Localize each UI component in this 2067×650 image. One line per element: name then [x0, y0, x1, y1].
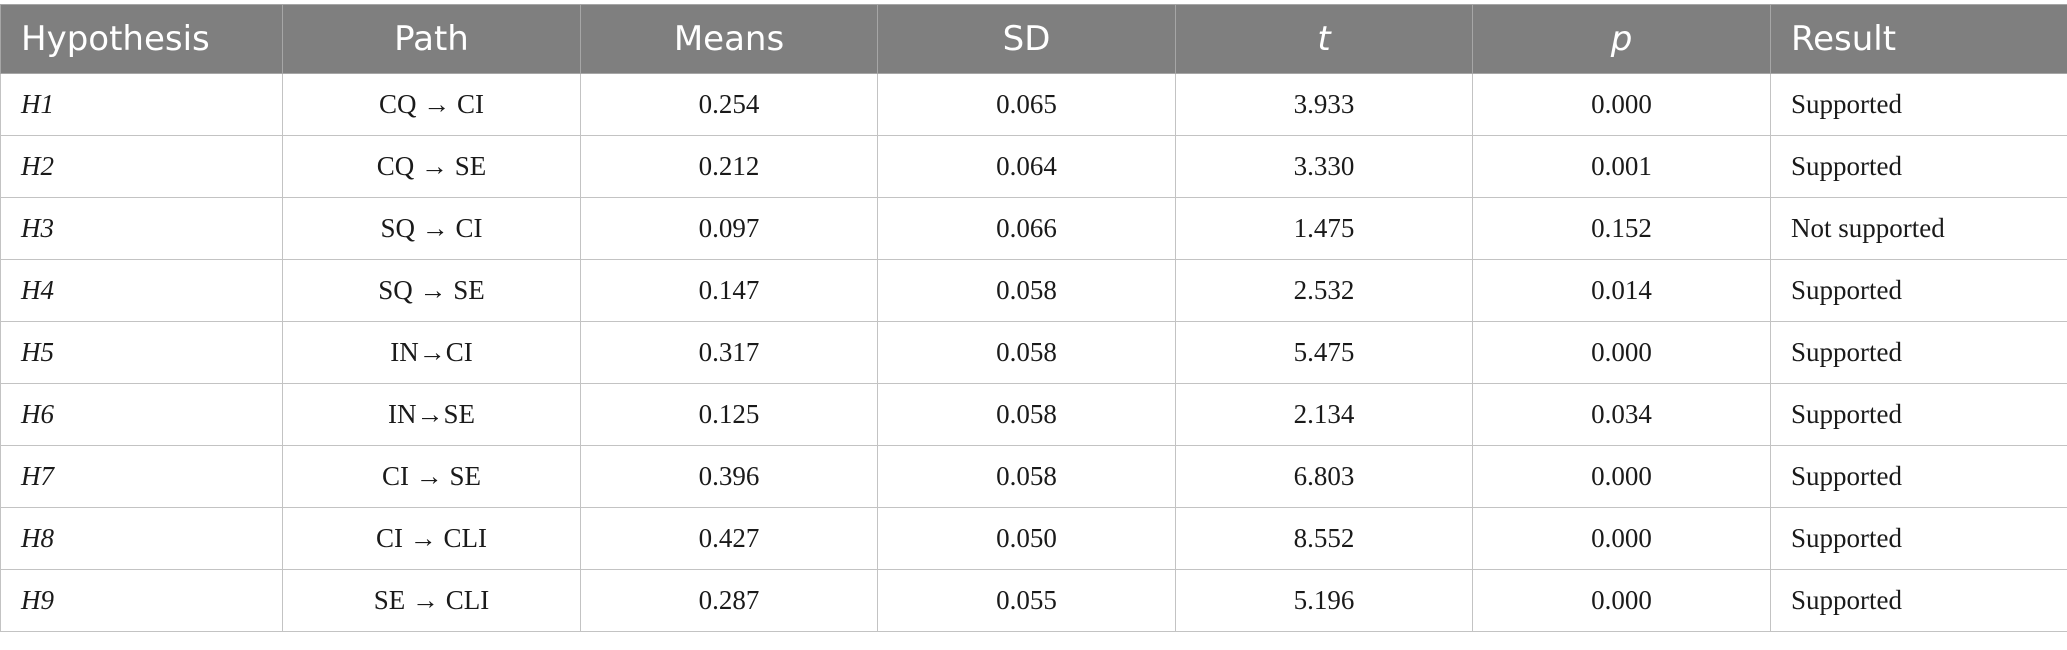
p-cell: 0.000 [1472, 73, 1771, 136]
sd-cell: 0.066 [877, 197, 1176, 260]
means-cell: 0.097 [580, 197, 878, 260]
means-cell: 0.317 [580, 321, 878, 384]
p-cell: 0.000 [1472, 445, 1771, 508]
result-cell: Supported [1770, 135, 2067, 198]
hypothesis-cell: H1 [0, 73, 283, 136]
hypothesis-cell: H3 [0, 197, 283, 260]
p-cell: 0.000 [1472, 321, 1771, 384]
result-cell: Supported [1770, 321, 2067, 384]
path-cell: SQ → CI [282, 197, 581, 260]
result-cell: Supported [1770, 445, 2067, 508]
table-row: H6 IN→SE 0.125 0.058 2.134 0.034 Support… [0, 383, 2067, 446]
header-path: Path [282, 4, 581, 74]
path-cell: SE → CLI [282, 569, 581, 632]
path-cell: CI → SE [282, 445, 581, 508]
t-cell: 3.933 [1175, 73, 1473, 136]
result-cell: Supported [1770, 507, 2067, 570]
table-row: H3 SQ → CI 0.097 0.066 1.475 0.152 Not s… [0, 197, 2067, 260]
means-cell: 0.254 [580, 73, 878, 136]
path-cell: CQ → SE [282, 135, 581, 198]
hypothesis-cell: H7 [0, 445, 283, 508]
path-cell: IN→SE [282, 383, 581, 446]
result-cell: Supported [1770, 259, 2067, 322]
result-cell: Supported [1770, 73, 2067, 136]
table-row: H4 SQ → SE 0.147 0.058 2.532 0.014 Suppo… [0, 259, 2067, 322]
p-cell: 0.034 [1472, 383, 1771, 446]
hypothesis-cell: H4 [0, 259, 283, 322]
header-sd: SD [877, 4, 1176, 74]
p-cell: 0.014 [1472, 259, 1771, 322]
results-table: Hypothesis Path Means SD t p Result H1 C… [0, 4, 2067, 632]
header-row: Hypothesis Path Means SD t p Result [0, 4, 2067, 74]
header-t: t [1175, 4, 1473, 74]
header-p: p [1472, 4, 1771, 74]
means-cell: 0.287 [580, 569, 878, 632]
t-cell: 2.532 [1175, 259, 1473, 322]
path-cell: IN→CI [282, 321, 581, 384]
t-cell: 5.475 [1175, 321, 1473, 384]
means-cell: 0.147 [580, 259, 878, 322]
table-row: H1 CQ → CI 0.254 0.065 3.933 0.000 Suppo… [0, 73, 2067, 136]
sd-cell: 0.058 [877, 383, 1176, 446]
path-cell: SQ → SE [282, 259, 581, 322]
sd-cell: 0.058 [877, 321, 1176, 384]
hypothesis-cell: H5 [0, 321, 283, 384]
means-cell: 0.212 [580, 135, 878, 198]
t-cell: 5.196 [1175, 569, 1473, 632]
t-cell: 8.552 [1175, 507, 1473, 570]
table-row: H7 CI → SE 0.396 0.058 6.803 0.000 Suppo… [0, 445, 2067, 508]
hypothesis-cell: H9 [0, 569, 283, 632]
p-cell: 0.000 [1472, 507, 1771, 570]
means-cell: 0.396 [580, 445, 878, 508]
t-cell: 1.475 [1175, 197, 1473, 260]
path-cell: CI → CLI [282, 507, 581, 570]
table-row: H2 CQ → SE 0.212 0.064 3.330 0.001 Suppo… [0, 135, 2067, 198]
hypothesis-cell: H2 [0, 135, 283, 198]
header-hypothesis: Hypothesis [0, 4, 283, 74]
p-cell: 0.000 [1472, 569, 1771, 632]
table-row: H5 IN→CI 0.317 0.058 5.475 0.000 Support… [0, 321, 2067, 384]
p-cell: 0.152 [1472, 197, 1771, 260]
p-cell: 0.001 [1472, 135, 1771, 198]
sd-cell: 0.058 [877, 445, 1176, 508]
table-row: H9 SE → CLI 0.287 0.055 5.196 0.000 Supp… [0, 569, 2067, 632]
t-cell: 6.803 [1175, 445, 1473, 508]
sd-cell: 0.050 [877, 507, 1176, 570]
result-cell: Not supported [1770, 197, 2067, 260]
means-cell: 0.125 [580, 383, 878, 446]
sd-cell: 0.065 [877, 73, 1176, 136]
header-result: Result [1770, 4, 2067, 74]
result-cell: Supported [1770, 383, 2067, 446]
path-cell: CQ → CI [282, 73, 581, 136]
sd-cell: 0.064 [877, 135, 1176, 198]
table-row: H8 CI → CLI 0.427 0.050 8.552 0.000 Supp… [0, 507, 2067, 570]
sd-cell: 0.058 [877, 259, 1176, 322]
hypothesis-cell: H6 [0, 383, 283, 446]
t-cell: 3.330 [1175, 135, 1473, 198]
hypothesis-cell: H8 [0, 507, 283, 570]
means-cell: 0.427 [580, 507, 878, 570]
result-cell: Supported [1770, 569, 2067, 632]
sd-cell: 0.055 [877, 569, 1176, 632]
t-cell: 2.134 [1175, 383, 1473, 446]
header-means: Means [580, 4, 878, 74]
